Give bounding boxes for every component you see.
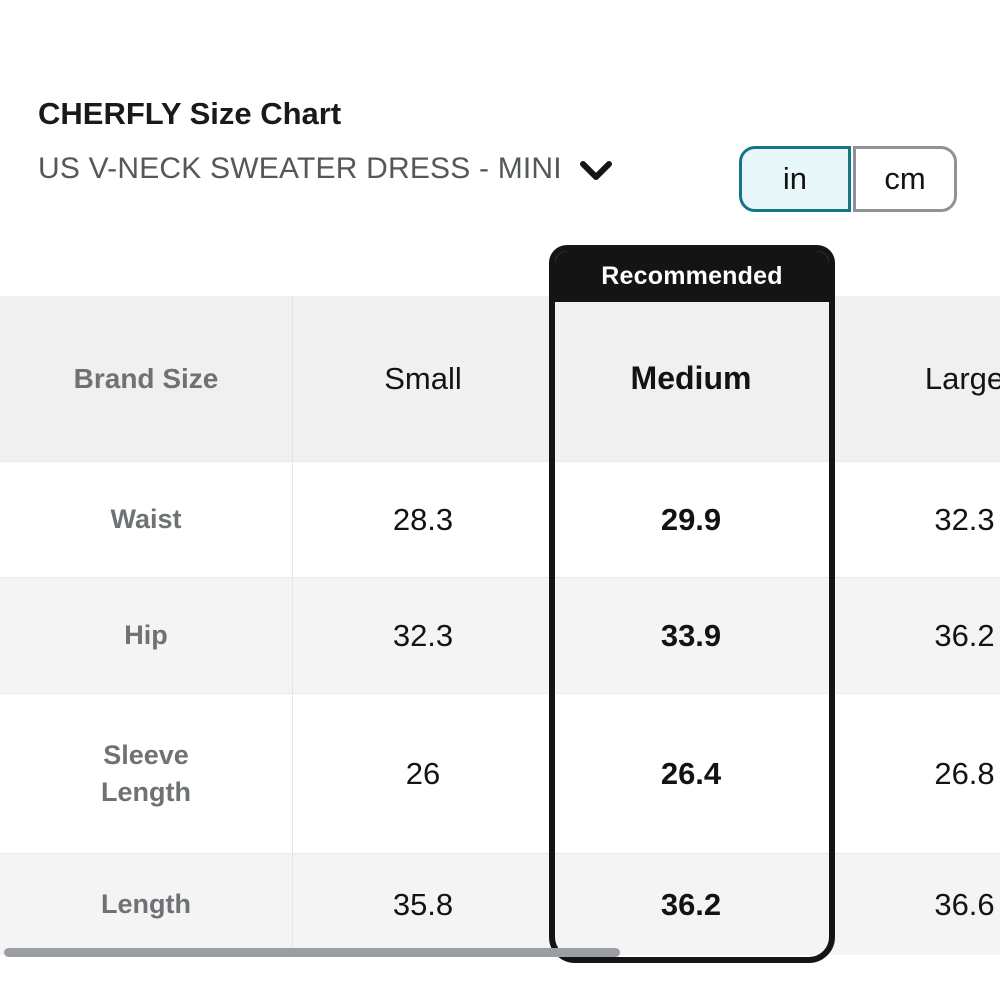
cell-sleeve-large: 26.8 — [934, 755, 995, 791]
row-label: Hip — [0, 578, 293, 693]
variant-label: US V-NECK SWEATER DRESS - MINI — [38, 152, 562, 185]
horizontal-scrollbar-thumb[interactable] — [4, 948, 620, 957]
cell-waist-medium: 29.9 — [660, 501, 722, 537]
cell-length-large: 36.6 — [934, 886, 995, 922]
recommended-badge: Recommended — [555, 251, 829, 302]
cell-sleeve-medium: 26.4 — [660, 755, 722, 791]
header-large: Large — [924, 360, 1000, 396]
variant-selector[interactable]: US V-NECK SWEATER DRESS - MINI — [38, 152, 614, 186]
header-small: Small — [384, 360, 462, 396]
cell-hip-small: 32.3 — [392, 617, 454, 653]
unit-toggle-in-button[interactable]: in — [739, 146, 851, 212]
table-row-waist: Waist 28.3 29.9 32.3 — [0, 461, 1000, 577]
page-title: CHERFLY Size Chart — [38, 96, 342, 131]
cell-hip-medium: 33.9 — [660, 617, 722, 653]
size-table: Brand Size Small Medium Large Waist 28.3… — [0, 296, 1000, 955]
cell-length-small: 35.8 — [392, 886, 454, 922]
cell-length-medium: 36.2 — [660, 886, 722, 922]
header-brand-size: Brand Size — [0, 296, 293, 461]
chevron-down-icon — [579, 161, 612, 180]
cell-sleeve-small: 26 — [405, 755, 441, 791]
table-header-row: Brand Size Small Medium Large — [0, 296, 1000, 461]
cell-hip-large: 36.2 — [934, 617, 995, 653]
header-medium: Medium — [630, 360, 752, 396]
table-row-hip: Hip 32.3 33.9 36.2 — [0, 577, 1000, 693]
cell-waist-small: 28.3 — [392, 501, 454, 537]
row-label: Length — [0, 854, 293, 955]
row-label: Waist — [0, 462, 293, 577]
unit-toggle: in cm — [739, 146, 957, 212]
unit-toggle-cm-button[interactable]: cm — [853, 146, 957, 212]
cell-waist-large: 32.3 — [934, 501, 995, 537]
table-row-sleeve-length: Sleeve Length 26 26.4 26.8 — [0, 693, 1000, 853]
table-row-length: Length 35.8 36.2 36.6 — [0, 853, 1000, 955]
row-label: Sleeve Length — [0, 694, 293, 853]
